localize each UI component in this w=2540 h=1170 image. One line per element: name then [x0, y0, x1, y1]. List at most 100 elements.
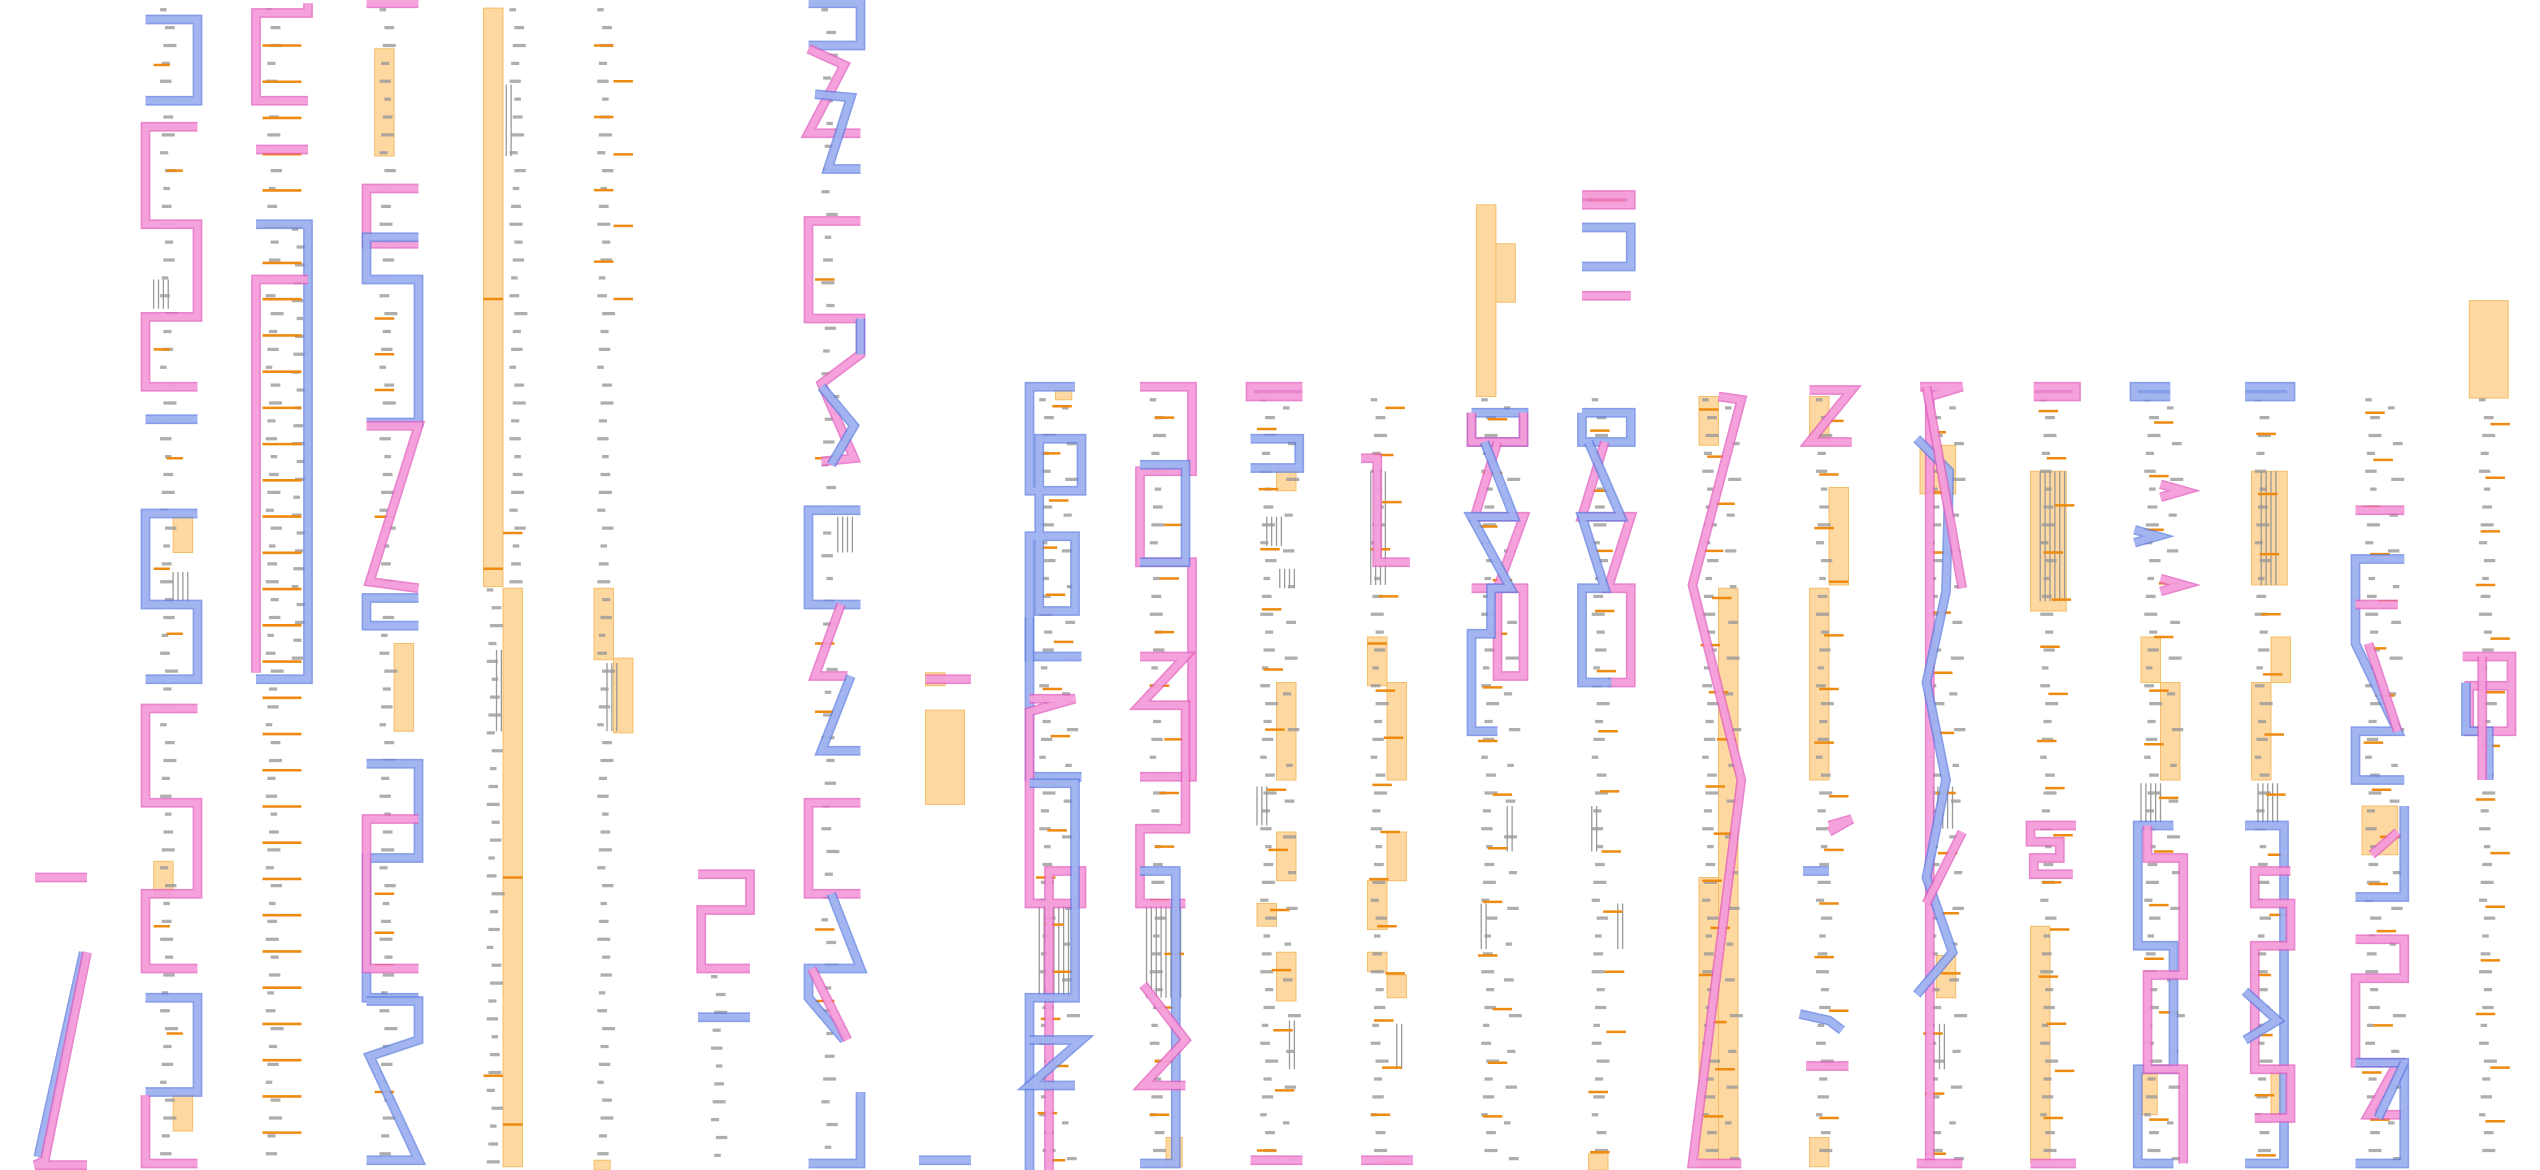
gray-label	[2045, 702, 2059, 706]
track-fill	[2369, 829, 2400, 858]
gray-label	[1819, 1148, 1833, 1153]
gray-label	[1819, 934, 1826, 938]
gray-label	[269, 830, 279, 834]
gray-label	[1595, 648, 1607, 652]
gray-label	[2365, 612, 2379, 616]
gray-label	[1375, 845, 1383, 849]
gray-label	[821, 281, 835, 285]
gray-label	[1816, 541, 1825, 545]
gray-label	[2391, 620, 2401, 624]
gray-label	[2167, 549, 2179, 553]
gray-label	[511, 276, 518, 280]
gray-label	[597, 79, 609, 83]
gray-label	[1482, 523, 1496, 527]
gray-label	[1486, 1131, 1496, 1135]
gray-label	[382, 43, 396, 48]
gray-label	[2149, 916, 2161, 920]
gray-label	[1702, 398, 1709, 402]
gray-label	[2041, 1095, 2054, 1099]
gray-label	[490, 624, 503, 628]
gray-label	[1819, 1077, 1828, 1081]
gray-label	[1595, 791, 1608, 795]
gray-label	[2147, 576, 2154, 581]
gray-label	[1596, 1131, 1607, 1135]
gray-label	[165, 741, 175, 745]
gray-label	[712, 1100, 726, 1104]
gray-label	[1265, 702, 1279, 706]
gray-label	[2258, 1077, 2267, 1081]
gray-label	[1820, 988, 1829, 992]
gray-label	[1151, 666, 1158, 670]
gray-label	[161, 133, 175, 137]
gray-label	[1504, 692, 1513, 696]
gray-label	[602, 526, 614, 530]
gray-label	[1929, 1005, 1942, 1010]
track-fill	[1920, 383, 1964, 1164]
gray-label	[2171, 871, 2180, 875]
gray-label	[163, 186, 170, 191]
gray-label	[1482, 1023, 1490, 1027]
gray-label	[598, 1062, 611, 1066]
gray-label	[1596, 1059, 1610, 1063]
gray-label	[265, 1080, 273, 1084]
gray-label	[2370, 416, 2380, 420]
gray-label	[163, 329, 172, 334]
gray-label	[711, 975, 718, 979]
gray-label	[2370, 1131, 2380, 1135]
gray-label	[512, 186, 520, 191]
orange-block	[2140, 636, 2161, 683]
gray-label	[295, 549, 304, 553]
gray-label	[1260, 1041, 1270, 1045]
gray-label	[2258, 648, 2270, 652]
gray-label	[2256, 523, 2270, 527]
gray-label	[2368, 433, 2382, 438]
gray-label	[1952, 1049, 1961, 1053]
gray-label	[1040, 809, 1049, 813]
gray-label	[1374, 433, 1387, 438]
gray-label	[2482, 791, 2496, 795]
gray-label	[514, 312, 528, 316]
orange-dashes	[153, 44, 2510, 1164]
gray-label	[600, 401, 614, 405]
gray-label	[598, 61, 607, 65]
gray-label	[1154, 1131, 1165, 1135]
gray-label	[509, 580, 523, 584]
gray-label	[293, 567, 305, 571]
gray-label	[512, 472, 523, 477]
gray-label	[270, 598, 279, 602]
gray-label	[1705, 934, 1712, 938]
gray-label	[1595, 719, 1604, 724]
gray-label	[1375, 773, 1386, 777]
gray-label	[1265, 773, 1275, 777]
gray-label	[1287, 1014, 1301, 1018]
gray-label	[2145, 451, 2154, 455]
orange-block	[1367, 880, 1388, 930]
gray-label	[161, 1062, 174, 1066]
track-fill	[252, 276, 308, 673]
gray-label	[511, 61, 520, 65]
gray-label	[379, 937, 393, 941]
gray-label	[163, 472, 174, 477]
gray-label	[267, 347, 279, 351]
gray-label	[1265, 1059, 1279, 1063]
gray-label	[160, 651, 170, 655]
gray-label	[163, 1116, 177, 1120]
gray-label	[160, 79, 172, 83]
gray-label	[514, 26, 525, 30]
gray-label	[160, 794, 172, 798]
gray-label	[509, 294, 520, 298]
gray-label	[1151, 1023, 1158, 1027]
gray-label	[1372, 1023, 1379, 1027]
gray-label	[2171, 728, 2184, 732]
gray-label	[714, 1082, 724, 1086]
gray-label	[2256, 594, 2267, 598]
gray-label	[821, 1100, 830, 1104]
gray-label	[1151, 1095, 1163, 1099]
gray-label	[2040, 1113, 2047, 1117]
gray-label	[2480, 809, 2489, 813]
gray-label	[1707, 416, 1717, 420]
gray-label	[160, 1080, 167, 1084]
gray-label	[382, 830, 393, 834]
gray-label	[163, 901, 170, 906]
